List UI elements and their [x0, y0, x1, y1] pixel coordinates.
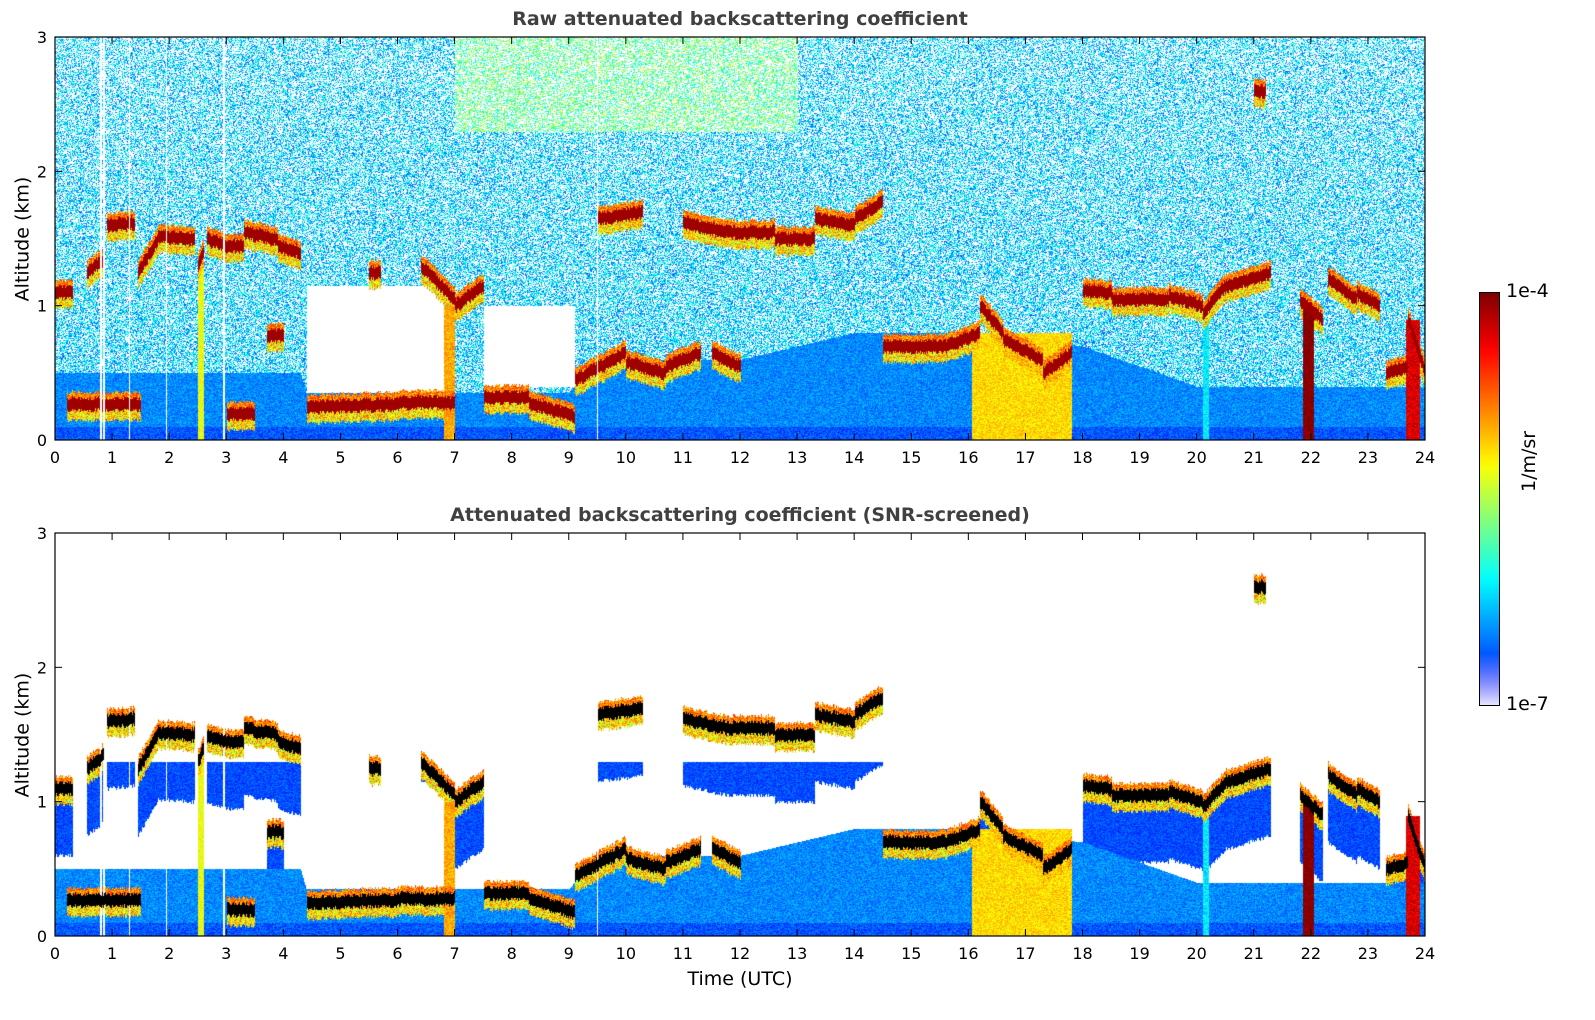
y-tick-label: 3 [37, 524, 47, 543]
colorbar [1479, 292, 1500, 706]
x-tick-label: 5 [335, 448, 345, 467]
x-tick-label: 18 [1072, 448, 1092, 467]
colorbar-unit-label: 1/m/sr [1518, 430, 1540, 492]
x-tick-label: 10 [616, 448, 636, 467]
plot-frame [54, 36, 1426, 441]
x-tick-label: 23 [1358, 944, 1378, 963]
x-tick-label: 20 [1186, 448, 1206, 467]
x-tick-label: 24 [1415, 944, 1435, 963]
x-tick-label: 6 [392, 944, 402, 963]
x-tick-label: 7 [449, 944, 459, 963]
top-heatmap-image [55, 37, 1425, 440]
x-tick-label: 24 [1415, 448, 1435, 467]
x-tick-label: 10 [616, 944, 636, 963]
x-tick-label: 23 [1358, 448, 1378, 467]
bottom-heatmap-panel: 0 1 2 3 4 5 6 7 8 9 10 11 12 13 14 15 16 17 18 19 20 21 22 23 24… [37, 524, 1435, 963]
y-tick-label: 0 [37, 431, 47, 450]
top-axes: 0 1 2 3 4 5 6 7 8 9 10 11 12 13 14 15 16 17 18 19 20 21 22 23 24… [37, 28, 1435, 467]
bottom-heatmap-image [55, 533, 1425, 936]
y-tick-label: 2 [37, 162, 47, 181]
x-tick-label: 17 [1015, 944, 1035, 963]
top-chart-title: Raw attenuated backscattering coefficien… [512, 8, 968, 30]
x-tick-label: 1 [107, 448, 117, 467]
x-tick-label: 9 [564, 448, 574, 467]
top-heatmap-panel: 0 1 2 3 4 5 6 7 8 9 10 11 12 13 14 15 16 17 18 19 20 21 22 23 24… [37, 28, 1435, 467]
bottom-chart-title: Attenuated backscattering coefficient (S… [450, 504, 1030, 526]
bottom-y-axis-label: Altitude (km) [11, 672, 34, 798]
x-tick-label: 16 [958, 448, 978, 467]
top-y-axis-label: Altitude (km) [11, 176, 34, 302]
x-tick-label: 1 [107, 944, 117, 963]
x-tick-label: 22 [1301, 448, 1321, 467]
plot-frame [54, 532, 1426, 937]
colorbar-min-label: 1e-7 [1506, 693, 1549, 715]
x-tick-label: 12 [730, 944, 750, 963]
y-tick-label: 2 [37, 658, 47, 677]
x-tick-label: 15 [901, 944, 921, 963]
y-tick-label: 3 [37, 28, 47, 47]
x-tick-label: 2 [164, 448, 174, 467]
x-tick-label: 20 [1186, 944, 1206, 963]
x-tick-label: 13 [787, 944, 807, 963]
x-tick-label: 16 [958, 944, 978, 963]
x-axis-label: Time (UTC) [687, 968, 793, 990]
x-tick-label: 9 [564, 944, 574, 963]
x-tick-label: 14 [844, 944, 864, 963]
x-tick-label: 21 [1244, 944, 1264, 963]
x-tick-label: 11 [673, 448, 693, 467]
x-tick-label: 14 [844, 448, 864, 467]
y-tick-label: 0 [37, 927, 47, 946]
x-tick-label: 2 [164, 944, 174, 963]
x-tick-label: 4 [278, 448, 288, 467]
x-tick-label: 7 [449, 448, 459, 467]
x-tick-label: 4 [278, 944, 288, 963]
y-tick-label: 1 [37, 793, 47, 812]
x-tick-label: 17 [1015, 448, 1035, 467]
x-tick-label: 5 [335, 944, 345, 963]
x-tick-label: 0 [50, 448, 60, 467]
x-tick-label: 0 [50, 944, 60, 963]
y-tick-label: 1 [37, 297, 47, 316]
x-tick-label: 22 [1301, 944, 1321, 963]
x-tick-label: 8 [507, 448, 517, 467]
x-tick-label: 3 [221, 944, 231, 963]
x-tick-label: 13 [787, 448, 807, 467]
x-tick-label: 6 [392, 448, 402, 467]
x-tick-label: 18 [1072, 944, 1092, 963]
x-tick-label: 19 [1129, 944, 1149, 963]
x-tick-label: 8 [507, 944, 517, 963]
bottom-axes: 0 1 2 3 4 5 6 7 8 9 10 11 12 13 14 15 16 17 18 19 20 21 22 23 24… [37, 524, 1435, 963]
x-tick-label: 15 [901, 448, 921, 467]
x-tick-label: 12 [730, 448, 750, 467]
x-tick-label: 3 [221, 448, 231, 467]
x-tick-label: 11 [673, 944, 693, 963]
x-tick-label: 19 [1129, 448, 1149, 467]
colorbar-max-label: 1e-4 [1506, 280, 1549, 302]
x-tick-label: 21 [1244, 448, 1264, 467]
